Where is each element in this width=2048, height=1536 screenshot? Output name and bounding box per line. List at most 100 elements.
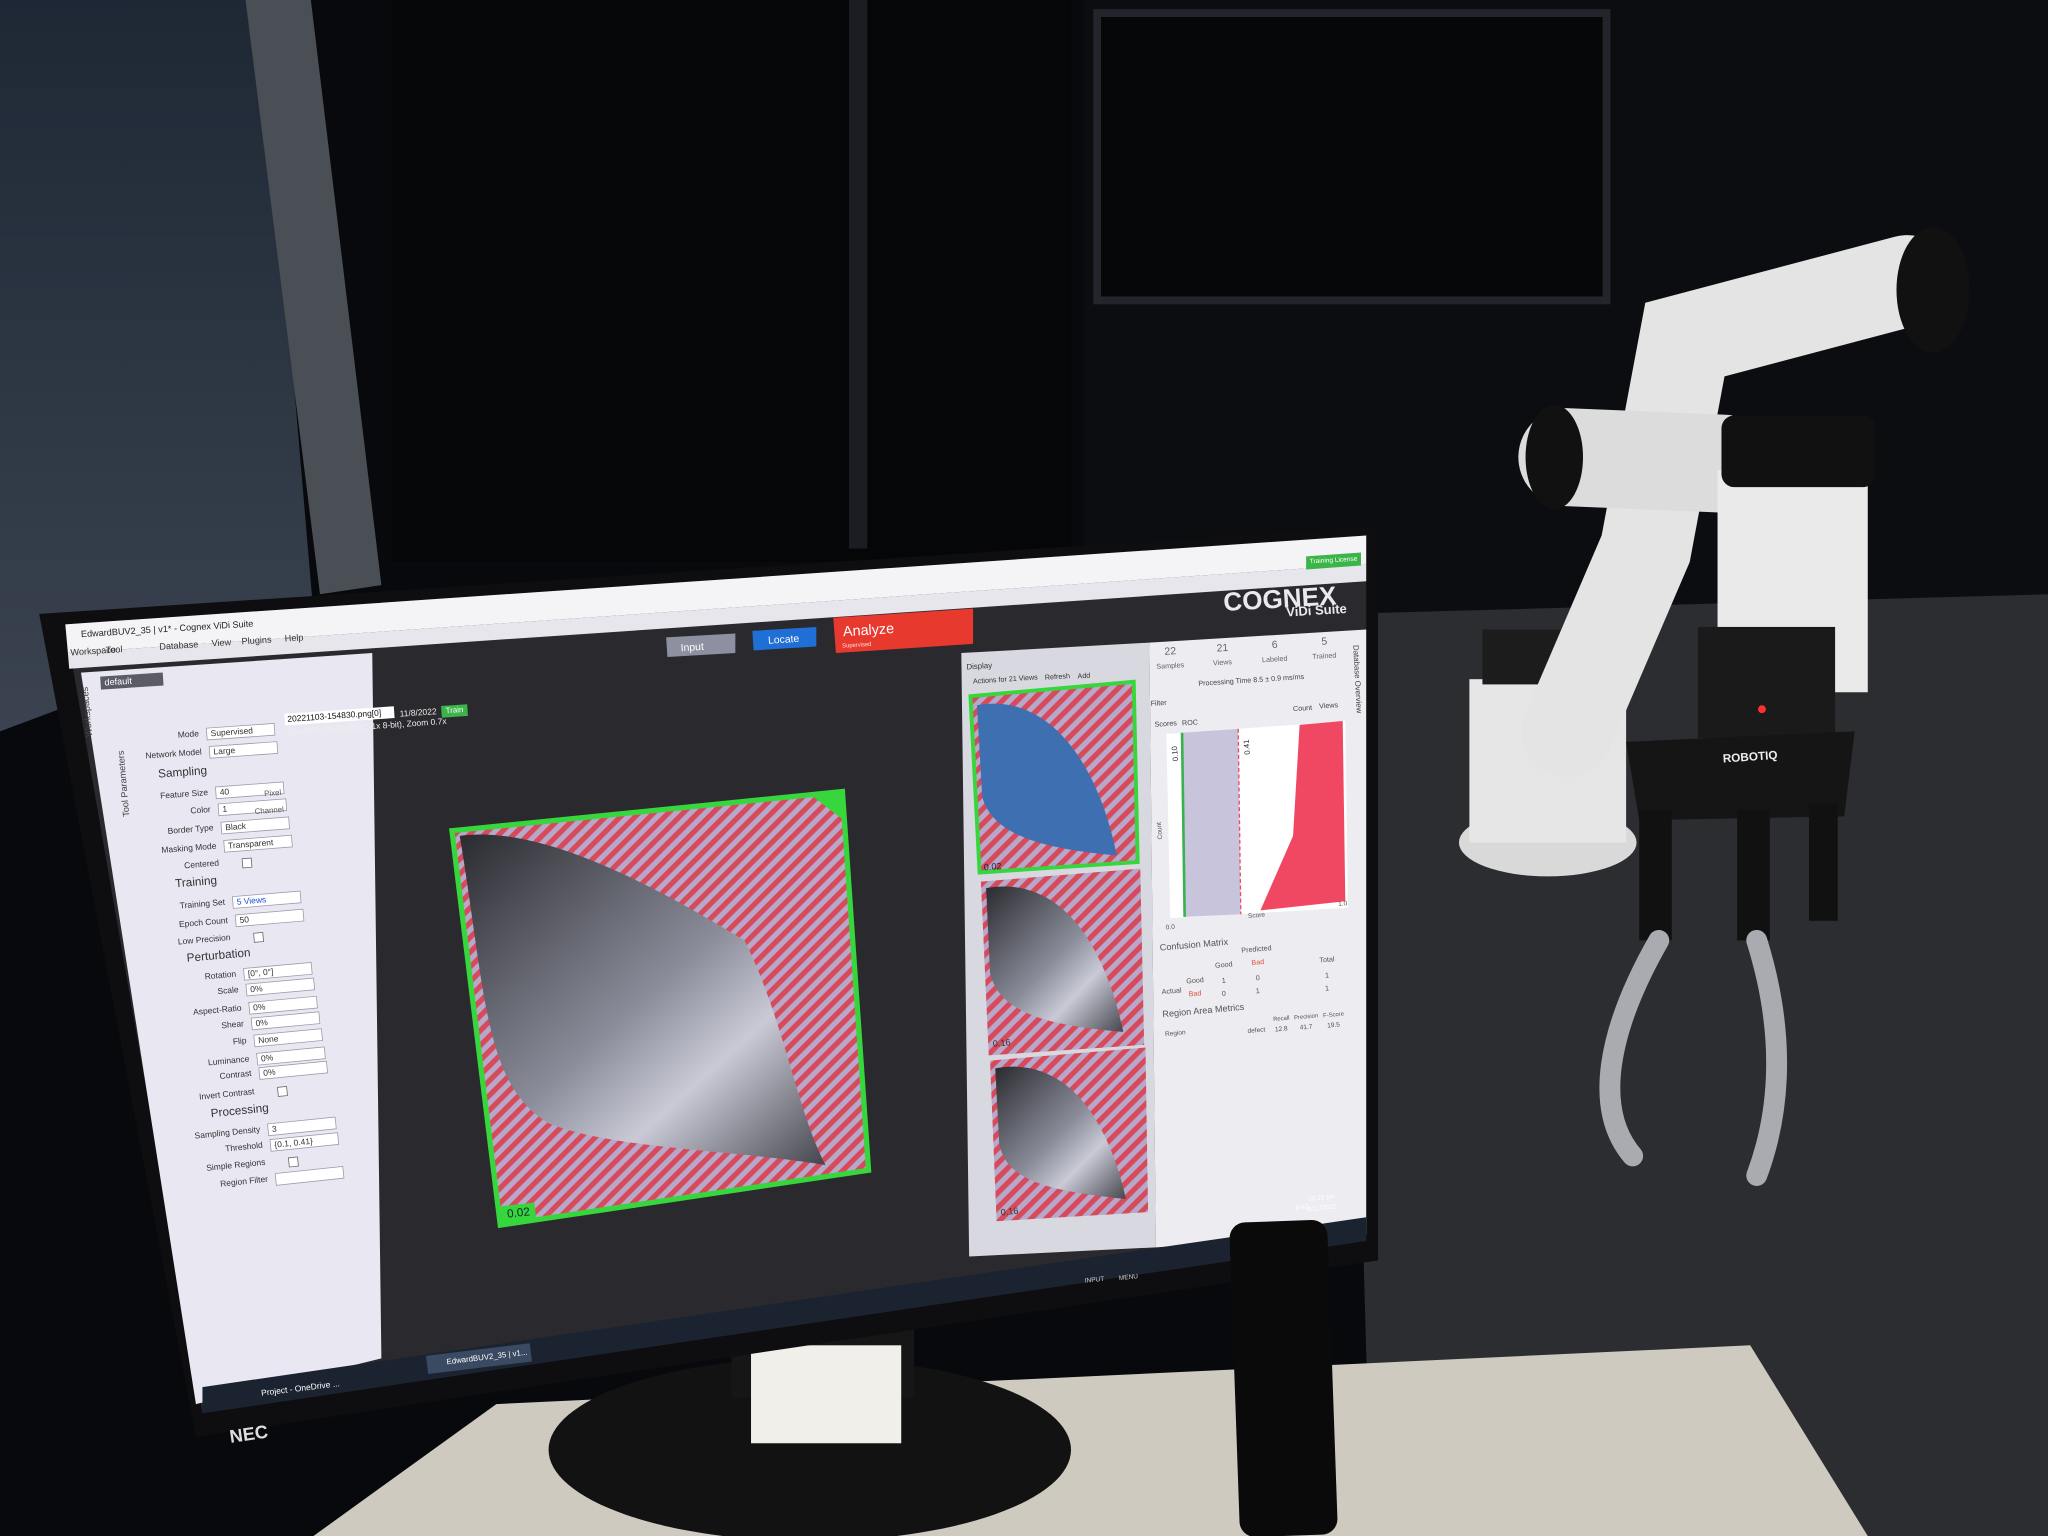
parameter-input[interactable]	[234, 908, 305, 928]
parameter-value[interactable]: {0.1, 0.41}	[274, 1136, 314, 1150]
metric-column: F-Score	[1323, 1011, 1344, 1019]
parameter-value[interactable]: Supervised	[210, 725, 253, 738]
thumbnail-part	[976, 703, 1117, 856]
pipeline-step[interactable]: Analyze	[843, 621, 895, 640]
section-heading: Processing	[210, 1101, 269, 1120]
parameter-input[interactable]	[267, 1116, 337, 1137]
image-score: 0.02	[506, 1205, 530, 1220]
score-badge	[500, 1202, 537, 1224]
count-by[interactable]: Views	[1319, 701, 1339, 710]
parameter-value[interactable]: Large	[213, 745, 236, 757]
gripper-brand: ROBOTIQ	[1722, 749, 1778, 766]
threshold-label: 0.10	[1170, 745, 1180, 762]
image-date: 11/8/2022	[399, 706, 437, 719]
pipeline-analyze[interactable]	[833, 608, 974, 654]
parameter-input[interactable]	[223, 834, 293, 853]
parameter-value[interactable]: Transparent	[228, 837, 275, 851]
pipeline-step[interactable]: Input	[680, 642, 704, 654]
menu-item[interactable]: Help	[284, 632, 303, 643]
parameter-input[interactable]	[253, 1028, 323, 1048]
sticker	[751, 1345, 902, 1444]
workspace-select[interactable]	[100, 672, 164, 690]
parameter-input[interactable]	[274, 1166, 345, 1186]
checkbox[interactable]	[241, 857, 253, 869]
stat-label: Samples	[1156, 661, 1185, 671]
bad-score-region	[1260, 720, 1346, 911]
menu-item[interactable]: Tool	[105, 644, 122, 655]
menu-item[interactable]: View	[211, 637, 232, 648]
parameter-input[interactable]	[258, 1060, 329, 1080]
add-button[interactable]: Add	[1077, 672, 1090, 681]
parameter-value[interactable]: 5 Views	[236, 894, 266, 906]
parameter-label: Aspect-Ratio	[193, 1003, 242, 1017]
parameter-value[interactable]: 0%	[261, 1052, 275, 1063]
parameter-value[interactable]: 0%	[255, 1017, 269, 1028]
parameter-input[interactable]	[245, 977, 316, 997]
chart-tab[interactable]: ROC	[1182, 718, 1198, 727]
stat-label: Views	[1213, 658, 1233, 667]
parameter-input[interactable]	[205, 723, 276, 741]
parameter-input[interactable]	[256, 1046, 326, 1066]
parameter-value[interactable]: [0°, 0°]	[247, 966, 273, 978]
confusion-column: Total	[1319, 955, 1335, 964]
parameter-value[interactable]: None	[258, 1033, 279, 1045]
metric-class: defect	[1247, 1026, 1266, 1035]
robot-arm	[1518, 408, 1774, 513]
menu-item[interactable]: Plugins	[241, 634, 272, 646]
parameter-value[interactable]: 0%	[250, 983, 264, 994]
taskbar-active[interactable]	[426, 1343, 532, 1374]
robot-flange	[1697, 626, 1836, 738]
stat-value: 6	[1272, 640, 1279, 651]
brand-product: ViDi Suite	[1286, 601, 1347, 620]
robot-cap	[1896, 227, 1970, 353]
parameter-label: Contrast	[219, 1068, 252, 1081]
stat-label: Labeled	[1262, 655, 1288, 665]
parameter-value[interactable]: 3	[271, 1124, 277, 1134]
pipeline-locate[interactable]	[752, 626, 817, 651]
parameter-input[interactable]	[231, 890, 302, 909]
thumbnail-score: 0.16	[1000, 1206, 1019, 1218]
confusion-column: Bad	[1251, 958, 1264, 967]
chart-tab[interactable]: Scores	[1154, 719, 1177, 729]
pipeline-input[interactable]	[666, 633, 736, 657]
parameter-input[interactable]	[243, 962, 313, 981]
parameter-input[interactable]	[217, 798, 288, 817]
parameter-label: Masking Mode	[161, 841, 217, 855]
title-bar	[65, 535, 1367, 654]
metric-column: Precision	[1294, 1013, 1319, 1021]
gripper-tips	[1599, 929, 1788, 1186]
parameter-input[interactable]	[269, 1132, 340, 1152]
database-tab[interactable]: Database Overview	[1351, 645, 1364, 714]
threshold-line	[1237, 728, 1242, 915]
metric-value: 19.5	[1327, 1021, 1341, 1029]
checkbox[interactable]	[287, 1156, 299, 1168]
parameter-input[interactable]	[208, 741, 279, 759]
parameter-input[interactable]	[220, 816, 290, 835]
confusion-actual: Actual	[1161, 986, 1182, 996]
parameter-value[interactable]: 50	[239, 914, 250, 925]
parameter-value[interactable]: Black	[225, 821, 247, 833]
file-label	[284, 706, 395, 726]
desk-device	[1229, 1220, 1338, 1536]
refresh-button[interactable]: Refresh	[1045, 672, 1071, 682]
parameter-input[interactable]	[215, 781, 285, 800]
display-label: Display	[966, 661, 992, 672]
parameter-value[interactable]: 40	[219, 786, 229, 797]
brand-name: COGNEX	[1223, 580, 1338, 617]
sidebar-tab[interactable]: Workspaces	[80, 686, 94, 737]
menu-item[interactable]: Database	[159, 639, 199, 651]
gripper-finger	[1639, 809, 1672, 941]
parameter-value[interactable]: 0%	[253, 1001, 267, 1012]
checkbox[interactable]	[277, 1086, 288, 1097]
parameter-label: Scale	[217, 984, 239, 996]
parameter-value[interactable]: 0%	[263, 1067, 277, 1078]
menu-item[interactable]: Workspace	[70, 645, 116, 658]
parameter-input[interactable]	[248, 995, 318, 1015]
section-heading: Sampling	[158, 764, 208, 781]
parameter-value[interactable]: 1	[222, 804, 228, 814]
pipeline-step[interactable]: Locate	[768, 634, 800, 647]
checkbox[interactable]	[253, 932, 264, 943]
parameter-input[interactable]	[250, 1011, 321, 1031]
